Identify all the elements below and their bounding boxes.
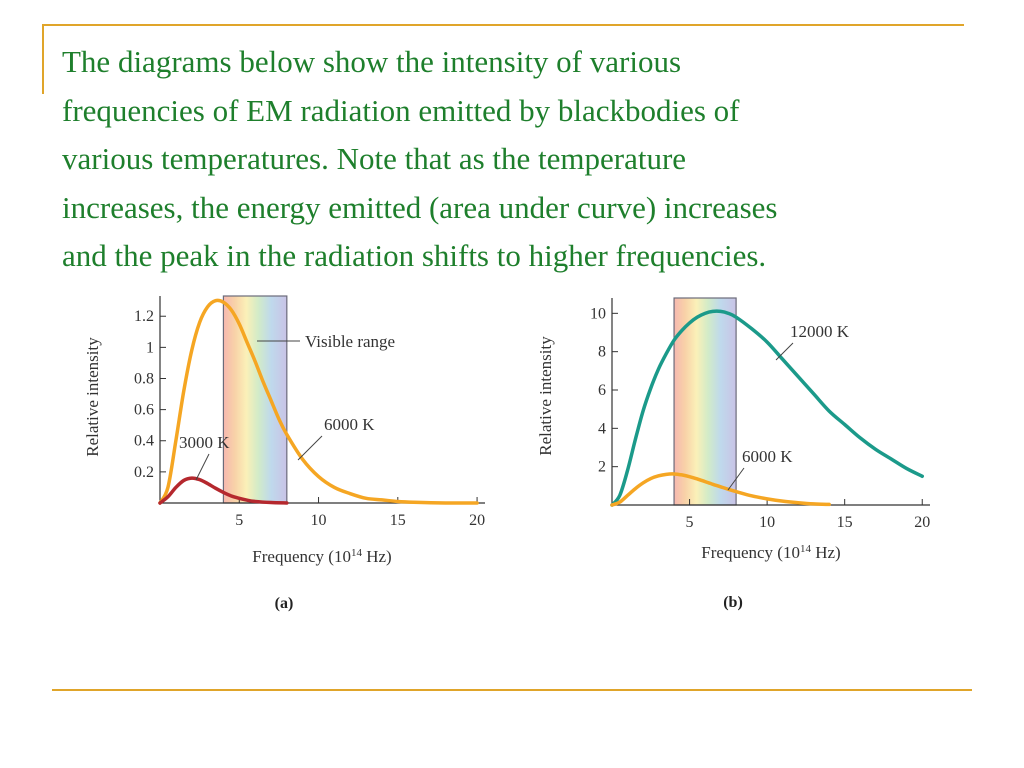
- annotation-leader: [775, 342, 794, 361]
- annotation-leader: [195, 453, 210, 481]
- annotation-leader: [727, 467, 745, 491]
- top-rule: [42, 24, 964, 26]
- chart-caption: (a): [275, 595, 294, 612]
- y-tick-label: 10: [590, 305, 606, 322]
- x-tick-label: 20: [914, 514, 930, 531]
- y-tick-label: 2: [598, 459, 606, 476]
- series-line-3000-k: [158, 476, 289, 505]
- x-tick-label: 5: [235, 512, 243, 529]
- y-tick-label: 0.6: [134, 402, 154, 419]
- y-tick-label: 1.2: [134, 308, 154, 325]
- series-line-12000-k: [610, 309, 924, 507]
- body-line: The diagrams below show the intensity of…: [62, 44, 682, 79]
- body-line: and the peak in the radiation shifts to …: [62, 238, 767, 273]
- x-tick-label: 10: [759, 514, 775, 531]
- visible-range-band: [222, 295, 288, 504]
- y-tick-label: 6: [598, 382, 606, 399]
- annotation-label: 12000 K: [790, 322, 850, 341]
- bottom-rule: [52, 689, 972, 691]
- chart-b: 2 4 6 8 10 5 10 15 20 Relative intensity Frequency…: [536, 297, 930, 611]
- annotation-leader: [297, 435, 323, 461]
- annotation-label: 6000 K: [324, 415, 375, 434]
- chart-a: 0.2 0.4 0.6 0.8 1 1.2 5 10 15 20 Relative intensit…: [83, 295, 485, 612]
- y-tick-label: 0.8: [134, 370, 154, 387]
- body-line: increases, the energy emitted (area unde…: [62, 189, 778, 225]
- y-tick-label: 1: [146, 339, 154, 356]
- x-tick-label: 15: [837, 514, 853, 531]
- x-tick-label: 20: [469, 512, 485, 529]
- x-axis-title: Frequency (1014 Hz): [252, 547, 391, 566]
- series-line-6000-k: [158, 298, 479, 505]
- x-tick-label: 10: [311, 512, 327, 529]
- y-axis-title: Relative intensity: [83, 337, 102, 457]
- y-axis-title: Relative intensity: [536, 336, 555, 456]
- visible-range-band: [673, 297, 737, 506]
- annotation-label: 3000 K: [179, 433, 230, 452]
- annotation-label: Visible range: [305, 332, 395, 351]
- x-tick-label: 15: [390, 512, 406, 529]
- y-tick-label: 0.2: [134, 464, 154, 481]
- y-tick-label: 4: [598, 420, 606, 437]
- y-tick-label: 8: [598, 344, 606, 361]
- x-tick-label: 5: [686, 514, 694, 531]
- series-line-6000-k: [610, 472, 831, 507]
- slide-body-text: The diagrams below show the intensity of…: [62, 38, 962, 281]
- x-axis-title: Frequency (1014 Hz): [701, 543, 840, 562]
- body-line: frequencies of EM radiation emitted by b…: [62, 92, 740, 128]
- left-rule: [42, 24, 44, 94]
- chart-caption: (b): [723, 594, 743, 611]
- body-line: various temperatures. Note that as the t…: [62, 141, 687, 176]
- annotation-label: 6000 K: [742, 447, 793, 466]
- y-tick-label: 0.4: [134, 433, 154, 450]
